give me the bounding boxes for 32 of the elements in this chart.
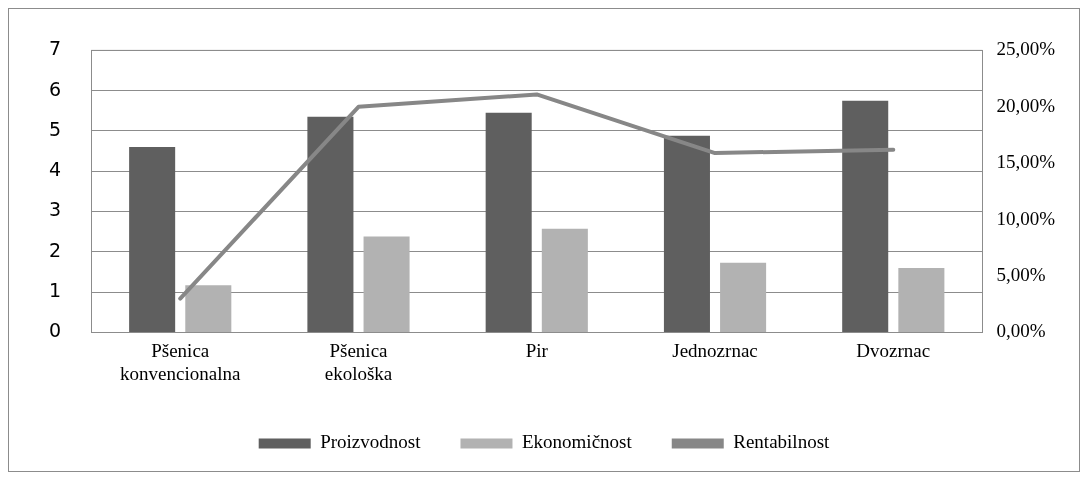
bar: [307, 116, 354, 332]
bar: [663, 135, 710, 332]
y-tick-label: 7: [48, 37, 62, 60]
bar: [185, 285, 232, 332]
bar: [541, 228, 588, 332]
x-tick-label: Jednozrnac: [672, 339, 758, 361]
y2-tick-label: 20,00%: [996, 94, 1056, 116]
bar: [720, 262, 767, 332]
bar: [363, 236, 410, 332]
x-tick-label: Pir: [525, 339, 549, 361]
legend-label: Ekonomičnost: [521, 431, 633, 453]
y-tick-label: 0: [48, 319, 62, 342]
y-tick-label: 1: [48, 279, 62, 302]
y-tick-label: 4: [48, 158, 62, 181]
bar: [842, 100, 889, 332]
y-tick-label: 6: [48, 77, 62, 100]
y2-tick-label: 5,00%: [996, 263, 1046, 285]
legend-label: Rentabilnost: [733, 431, 831, 453]
y-tick-label: 2: [48, 238, 62, 261]
x-tick-label: Pšenica konvencionalna: [120, 339, 241, 384]
y-tick-label: 5: [48, 117, 62, 140]
y-tick-label: 3: [48, 198, 62, 221]
x-tick-label: Pšenica ekološka: [324, 339, 393, 384]
legend-label: Proizvodnost: [320, 431, 422, 453]
bar: [485, 112, 532, 332]
y2-tick-label: 25,00%: [996, 38, 1056, 60]
bar: [898, 267, 945, 332]
y2-tick-label: 10,00%: [996, 207, 1056, 229]
x-tick-label: Dvozrnac: [856, 339, 931, 361]
y2-tick-label: 0,00%: [996, 320, 1046, 342]
y2-tick-label: 15,00%: [996, 151, 1056, 173]
bar: [129, 147, 176, 332]
